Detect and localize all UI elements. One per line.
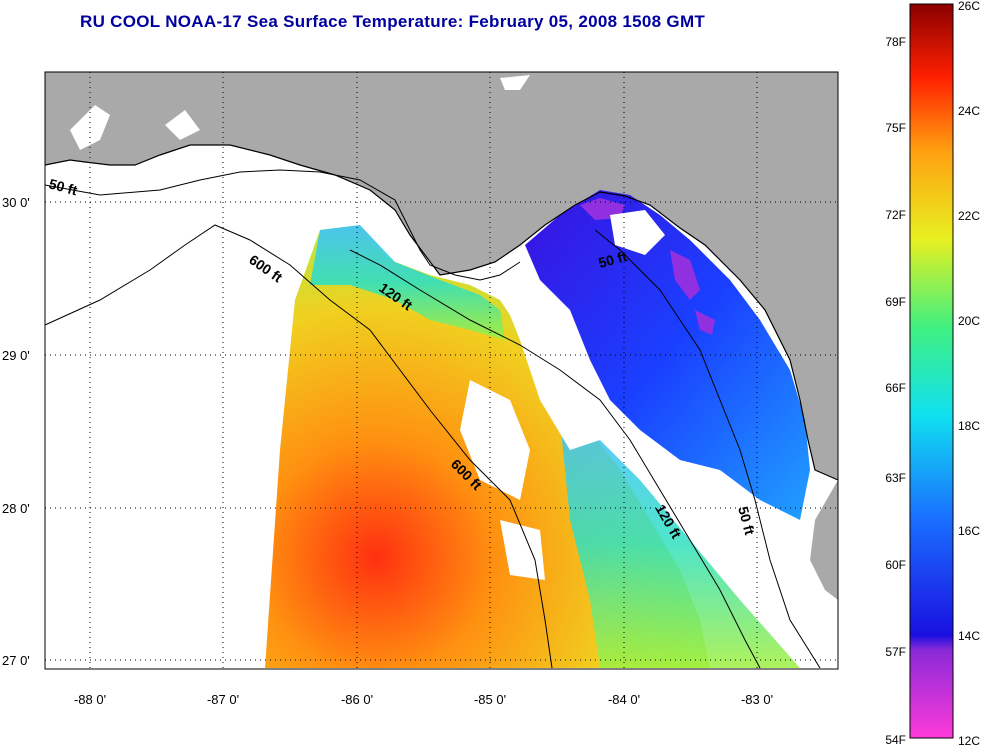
lon-label: -85 0' [474,692,506,707]
land-east-tip [810,480,838,600]
map-frame [44,71,839,670]
colorbar [909,3,954,739]
lat-label: 30 0' [2,195,30,210]
colorbar-c-label: 24C [958,104,980,118]
colorbar-f-label: 60F [885,558,906,572]
map-title: RU COOL NOAA-17 Sea Surface Temperature:… [80,12,706,31]
lon-label: -84 0' [608,692,640,707]
lon-label: -86 0' [341,692,373,707]
lon-label: -88 0' [74,692,106,707]
depth-label: 50 ft [735,505,758,537]
lat-label: 28 0' [2,501,30,516]
sst-mid-region [560,420,800,668]
colorbar-c-label: 18C [958,419,980,433]
colorbar-f-label: 57F [885,645,906,659]
lon-label: -83 0' [741,692,773,707]
colorbar-c-label: 12C [958,734,980,748]
depth-label: 50 ft [597,248,629,271]
colorbar-f-label: 75F [885,121,906,135]
colorbar-f-labels: 78F 75F 72F 69F 66F 63F 60F 57F 54F [885,35,906,747]
colorbar-f-label: 69F [885,295,906,309]
lat-label: 27 0' [2,653,30,668]
lon-label: -87 0' [207,692,239,707]
colorbar-f-label: 63F [885,471,906,485]
sst-cold-region [525,190,810,520]
depth-label: 50 ft [47,175,79,198]
colorbar-f-label: 78F [885,35,906,49]
colorbar-c-labels: 26C 24C 22C 20C 18C 16C 14C 12C [958,0,980,748]
colorbar-f-label: 66F [885,381,906,395]
colorbar-f-label: 72F [885,208,906,222]
graticule [45,72,838,669]
colorbar-c-label: 14C [958,629,980,643]
land-north [45,72,838,480]
colorbar-f-label: 54F [885,733,906,747]
lat-label: 29 0' [2,348,30,363]
colorbar-c-label: 20C [958,314,980,328]
colorbar-c-label: 16C [958,524,980,538]
colorbar-c-label: 22C [958,209,980,223]
colorbar-c-label: 26C [958,0,980,13]
